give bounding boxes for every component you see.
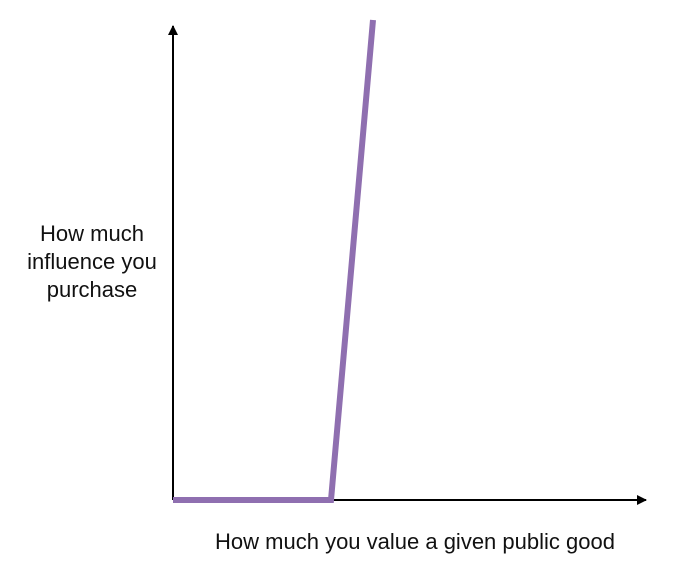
y-axis-label-line-1: How much xyxy=(40,221,144,246)
y-axis-label-line-2: influence you xyxy=(27,249,157,274)
y-axis-label-line-3: purchase xyxy=(46,277,138,302)
x-axis-label: How much you value a given public good xyxy=(215,529,615,554)
y-axis-label: How much influence you purchase xyxy=(12,220,172,304)
influence-curve xyxy=(173,19,376,503)
